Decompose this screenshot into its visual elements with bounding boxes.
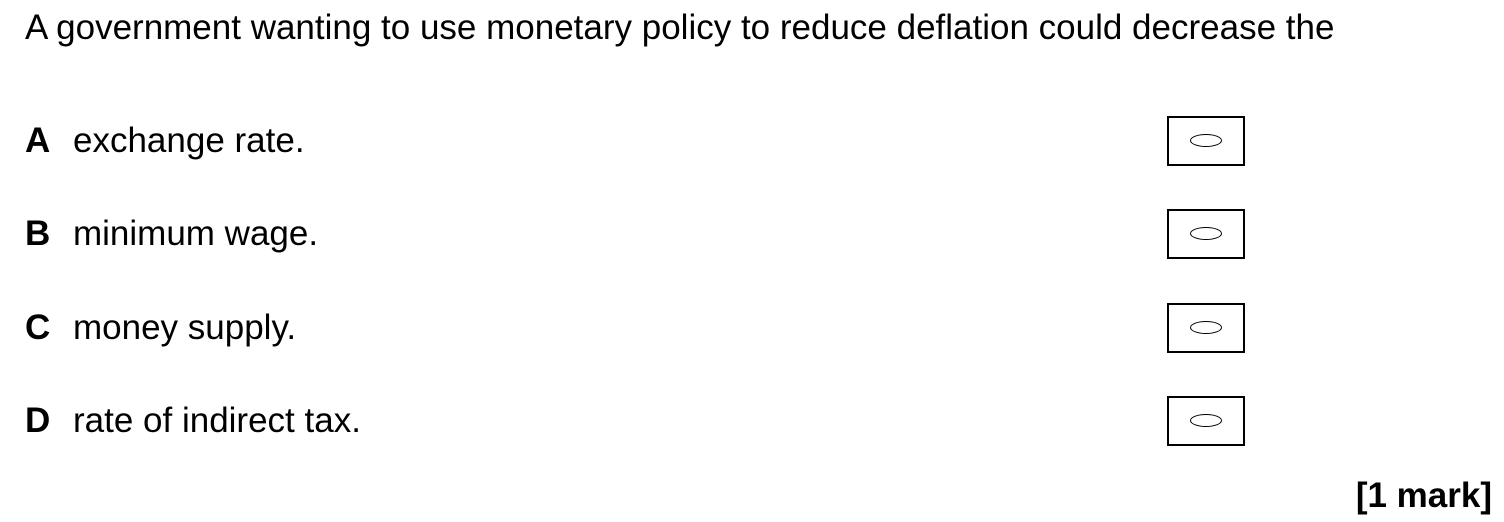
answer-box-a[interactable] — [1167, 116, 1245, 166]
option-text: rate of indirect tax. — [73, 401, 361, 440]
answer-bubble-icon[interactable] — [1190, 134, 1222, 147]
option-text: minimum wage. — [73, 214, 319, 253]
answer-bubble-icon[interactable] — [1190, 227, 1222, 240]
answer-box-c[interactable] — [1167, 303, 1245, 353]
option-d: D rate of indirect tax. — [0, 396, 1504, 446]
option-letter: D — [25, 401, 51, 440]
answer-box-d[interactable] — [1167, 396, 1245, 446]
option-a: A exchange rate. — [0, 116, 1504, 166]
option-letter: B — [25, 214, 51, 253]
option-letter: A — [25, 121, 51, 160]
option-letter: C — [25, 308, 51, 347]
option-text: money supply. — [73, 308, 297, 347]
marks-label: [1 mark] — [1355, 476, 1492, 515]
option-b: B minimum wage. — [0, 209, 1504, 259]
question-text: A government wanting to use monetary pol… — [25, 8, 1335, 47]
answer-box-b[interactable] — [1167, 209, 1245, 259]
option-c: C money supply. — [0, 303, 1504, 353]
answer-bubble-icon[interactable] — [1190, 321, 1222, 334]
option-text: exchange rate. — [73, 121, 305, 160]
answer-bubble-icon[interactable] — [1190, 414, 1222, 427]
